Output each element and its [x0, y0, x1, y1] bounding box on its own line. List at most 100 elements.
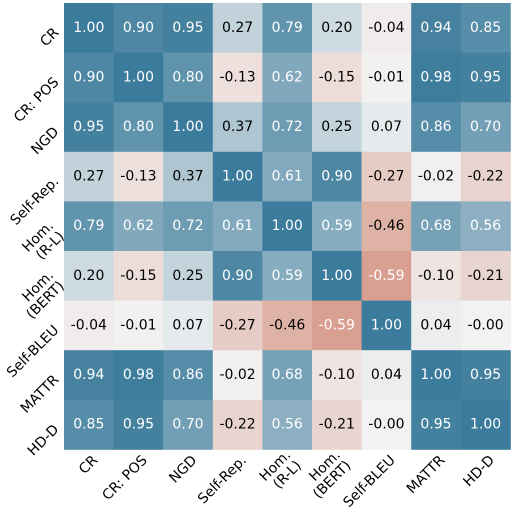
cell-value-label: 1.00	[73, 20, 104, 36]
row-label: Hom.(BERT)	[13, 268, 68, 323]
heatmap-cell	[163, 350, 214, 401]
heatmap-cell	[312, 52, 362, 103]
heatmap-cell	[312, 102, 362, 153]
cell-value-label: 0.56	[470, 218, 501, 234]
heatmap-cell	[262, 399, 313, 450]
cell-value-label: 0.25	[172, 268, 203, 284]
column-label-line: CR: POS	[99, 452, 150, 503]
cell-value-label: 0.95	[172, 20, 203, 36]
cell-value-label: 0.70	[470, 119, 501, 135]
heatmap-cell	[64, 399, 114, 450]
heatmap-cell	[361, 52, 412, 103]
cell-value-label: 0.94	[73, 367, 104, 383]
heatmap-cell	[113, 399, 164, 450]
cell-value-label: -0.04	[368, 20, 404, 36]
row-label-line: CR: POS	[11, 74, 62, 125]
heatmap-cell	[411, 102, 462, 153]
heatmap-cell	[411, 350, 462, 401]
cell-value-label: 0.86	[420, 119, 451, 135]
cell-value-label: 0.95	[470, 69, 501, 85]
cell-value-label: 1.00	[272, 218, 303, 234]
heatmap-cell	[361, 151, 412, 202]
cell-value-label: -0.59	[319, 317, 355, 333]
cell-value-label: 0.86	[172, 367, 203, 383]
heatmap-cell	[312, 3, 362, 53]
cell-value-label: -0.00	[368, 417, 404, 433]
heatmap-cell	[212, 151, 263, 202]
cell-value-label: -0.22	[219, 417, 255, 433]
cell-value-label: 1.00	[172, 119, 203, 135]
cell-value-label: 0.90	[73, 69, 104, 85]
heatmap-cell	[262, 350, 313, 401]
cell-value-label: -0.46	[269, 317, 305, 333]
column-label-line: NGD	[166, 452, 200, 486]
heatmap-cell	[113, 300, 164, 351]
heatmap-cell	[212, 251, 263, 301]
cell-value-label: 0.95	[123, 417, 154, 433]
heatmap-cell	[64, 151, 114, 202]
cell-value-label: -0.02	[219, 367, 255, 383]
cell-value-label: 1.00	[222, 169, 253, 185]
heatmap-cell	[212, 350, 263, 401]
cell-value-label: -0.04	[71, 317, 107, 333]
row-label: CR	[37, 25, 62, 50]
heatmap-cell	[312, 300, 362, 351]
heatmap-cell	[361, 251, 412, 301]
cell-value-label: 0.79	[272, 20, 303, 36]
cell-value-label: 0.61	[222, 218, 253, 234]
heatmap-cell	[460, 399, 511, 450]
cell-value-label: 0.62	[123, 218, 154, 234]
heatmap-cell	[163, 300, 214, 351]
row-label-line: MATTR	[18, 372, 63, 417]
row-label: Hom.(R-L)	[19, 218, 67, 266]
heatmap-cell	[411, 251, 462, 301]
row-label-line: HD-D	[25, 422, 63, 460]
heatmap-cell	[212, 102, 263, 153]
cell-value-label: 0.68	[420, 218, 451, 234]
column-label: Self-BLEU	[340, 452, 398, 510]
column-label: MATTR	[404, 452, 449, 497]
heatmap-cell	[212, 399, 263, 450]
cell-value-label: 0.27	[73, 169, 104, 185]
heatmap-cell	[64, 300, 114, 351]
heatmap-cell	[262, 151, 313, 202]
heatmap-cell	[262, 251, 313, 301]
heatmap-cell	[411, 300, 462, 351]
cell-value-label: 0.25	[321, 119, 352, 135]
row-label: MATTR	[18, 372, 63, 417]
heatmap-cell	[361, 300, 412, 351]
heatmap-cell	[212, 3, 263, 53]
heatmap-cell	[411, 3, 462, 53]
heatmap-cell	[64, 102, 114, 153]
column-label-line: MATTR	[404, 452, 449, 497]
cell-value-label: 0.95	[420, 417, 451, 433]
column-label: Self-Rep.	[195, 452, 250, 507]
heatmap-cell	[262, 102, 313, 153]
cell-value-label: 1.00	[420, 367, 451, 383]
cell-value-label: 0.37	[222, 119, 253, 135]
column-label: NGD	[166, 452, 200, 486]
heatmap-cell	[113, 3, 164, 53]
row-label-line: Self-Rep.	[7, 174, 62, 229]
cell-value-label: 1.00	[321, 268, 352, 284]
heatmap-cell	[113, 251, 164, 301]
row-label-line: CR	[37, 25, 62, 50]
heatmap-cell	[64, 201, 114, 252]
cell-value-label: -0.01	[368, 69, 404, 85]
cell-value-label: 0.80	[172, 69, 203, 85]
cell-value-label: 0.98	[420, 69, 451, 85]
cell-value-label: -0.46	[368, 218, 404, 234]
column-label-line: CR	[76, 452, 101, 477]
cell-value-label: 0.70	[172, 417, 203, 433]
cell-value-label: 0.61	[272, 169, 303, 185]
cell-value-label: 0.90	[321, 169, 352, 185]
heatmap-cells: 1.00 0.90 0.95 0.27 0.79 0.20 -0.04 0.94 0.85 0.9…	[64, 3, 511, 450]
cell-value-label: 0.07	[371, 119, 402, 135]
row-label-line: Self-BLEU	[4, 322, 62, 380]
heatmap-cell	[113, 52, 164, 103]
heatmap-cell	[361, 399, 412, 450]
heatmap-cell	[113, 350, 164, 401]
heatmap-cell	[163, 251, 214, 301]
cell-value-label: -0.15	[120, 268, 156, 284]
